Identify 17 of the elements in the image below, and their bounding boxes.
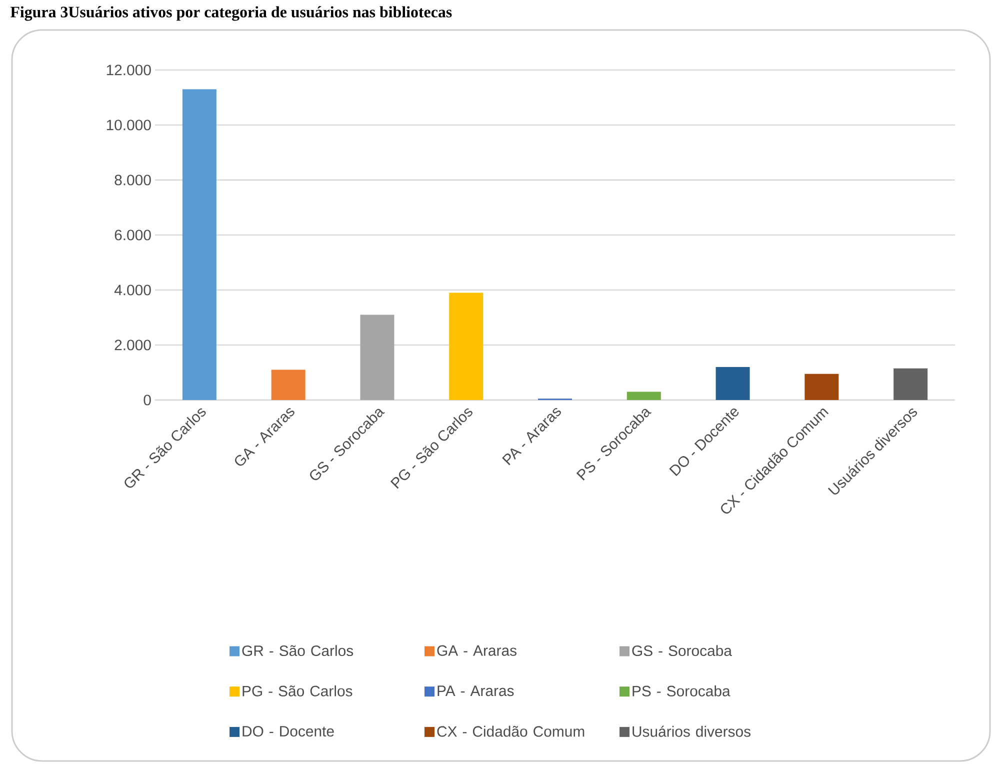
legend-label: PA - Araras — [438, 686, 514, 696]
chart-title: Figura 3Usuários ativos por categoria de usuários nas bibliotecas — [10, 6, 452, 21]
legend-label: PS - Sorocaba — [632, 685, 730, 696]
y-tick-label: 8.000 — [114, 174, 151, 186]
legend-label: Usuários diversos — [632, 726, 750, 737]
legend-label: DO - Docente — [242, 726, 334, 737]
y-tick-label: 2.000 — [114, 340, 151, 350]
legend-label: GA - Araras — [437, 645, 516, 656]
y-tick-label: 12.000 — [106, 64, 151, 76]
y-tick-label: 4.000 — [114, 284, 151, 296]
legend-label: CX - Cidadão Comum — [437, 726, 584, 737]
legend-label: GS - Sorocaba — [632, 645, 732, 656]
legend-label: GR - São Carlos — [242, 645, 354, 656]
legend-label: PG - São Carlos — [242, 685, 352, 696]
y-tick-label: 6.000 — [114, 230, 151, 240]
y-tick-label: 10.000 — [106, 120, 151, 130]
y-tick-label: 0 — [144, 394, 151, 406]
